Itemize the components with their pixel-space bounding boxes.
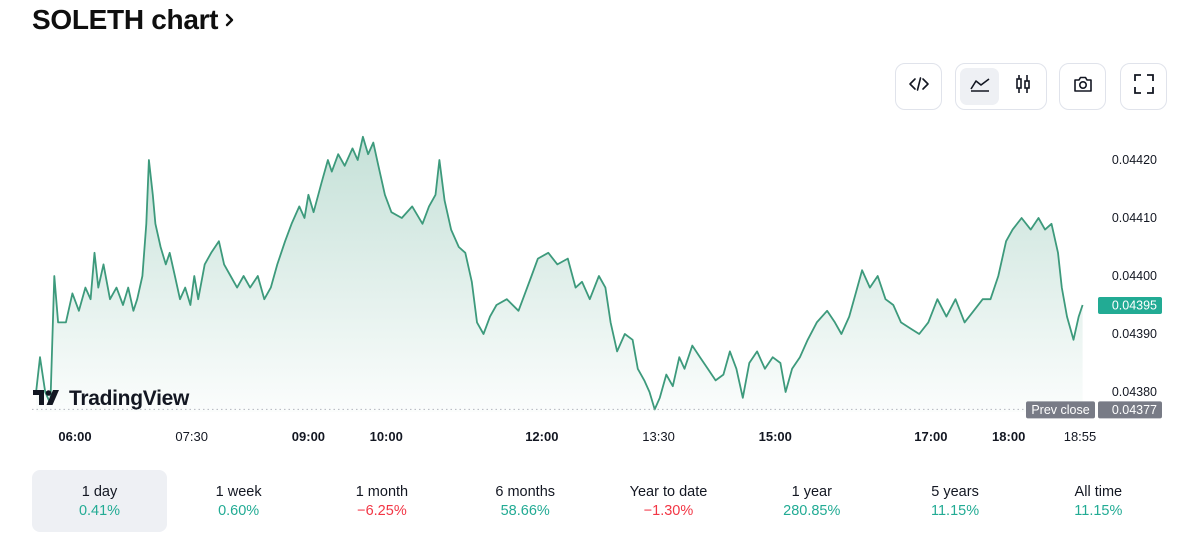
range-label: 1 day [81,483,118,500]
camera-icon [1072,75,1094,98]
time-range-selector: 1 day 0.41% 1 week 0.60% 1 month −6.25% … [32,470,1170,532]
range-1-week[interactable]: 1 week 0.60% [167,470,310,532]
range-label: All time [1074,483,1123,500]
y-tick-label: 0.04390 [1112,327,1157,341]
range-label: 1 week [215,483,262,500]
range-label: Year to date [629,483,708,500]
range-5-years[interactable]: 5 years 11.15% [883,470,1026,532]
candlestick-button[interactable] [1003,68,1042,105]
range-change: −1.30% [643,502,694,519]
x-tick-label: 09:00 [292,429,325,444]
range-change: −6.25% [357,502,407,519]
code-icon [908,75,930,98]
page-title-text: SOLETH chart [32,4,219,35]
area-chart-button[interactable] [960,68,999,105]
tradingview-watermark: TradingView [33,387,189,411]
range-1-year[interactable]: 1 year 280.85% [740,470,883,532]
tradingview-logo-icon [33,388,63,411]
prev-close-value: 0.04377 [1112,403,1157,417]
x-tick-label: 10:00 [370,429,403,444]
chart-type-toggle [955,63,1047,110]
x-tick-label: 06:00 [58,429,91,444]
fullscreen-icon [1133,73,1155,100]
range-change: 0.60% [218,502,260,519]
range-label: 5 years [931,483,979,500]
y-tick-label: 0.04410 [1112,211,1157,225]
prev-close-label-badge [1026,401,1095,419]
x-tick-label: 18:55 [1064,429,1097,444]
prev-close-value-badge [1098,401,1162,419]
area-chart-icon [969,75,991,98]
range-change: 11.15% [930,502,980,519]
embed-button[interactable] [895,63,942,110]
range-label: 1 month [355,483,409,500]
y-tick-label: 0.04420 [1112,153,1157,167]
prev-close-label: Prev close [1031,403,1089,417]
price-chart[interactable]: 0.04420 0.04410 0.04400 0.04390 0.04380 06:0… [0,0,1200,460]
range-label: 6 months [495,483,556,500]
range-1-month[interactable]: 1 month −6.25% [310,470,453,532]
x-tick-label: 07:30 [175,429,208,444]
range-all-time[interactable]: All time 11.15% [1027,470,1170,532]
range-change: 11.15% [1074,502,1123,519]
watermark-text: TradingView [69,387,190,410]
y-tick-label: 0.04400 [1112,269,1157,283]
x-tick-label: 15:00 [759,429,792,444]
fullscreen-button[interactable] [1120,63,1167,110]
x-tick-label: 13:30 [642,429,675,444]
x-tick-label: 18:00 [992,429,1025,444]
range-change: 58.66% [500,502,550,519]
range-1-day[interactable]: 1 day 0.41% [32,470,167,532]
range-label: 1 year [791,483,832,500]
last-price-badge [1098,297,1162,314]
chevron-right-icon [224,11,236,29]
snapshot-button[interactable] [1059,63,1106,110]
last-price-value: 0.04395 [1112,299,1157,313]
range-year-to-date[interactable]: Year to date −1.30% [597,470,740,532]
page-title[interactable]: SOLETH chart [32,4,236,36]
x-tick-label: 17:00 [914,429,947,444]
price-area-fill [36,136,1083,413]
range-change: 0.41% [78,502,121,519]
range-6-months[interactable]: 6 months 58.66% [454,470,597,532]
x-tick-label: 12:00 [525,429,558,444]
range-change: 280.85% [783,502,841,519]
price-series-line [35,135,1084,411]
y-tick-label: 0.04380 [1112,385,1157,399]
candlestick-icon [1012,74,1034,99]
